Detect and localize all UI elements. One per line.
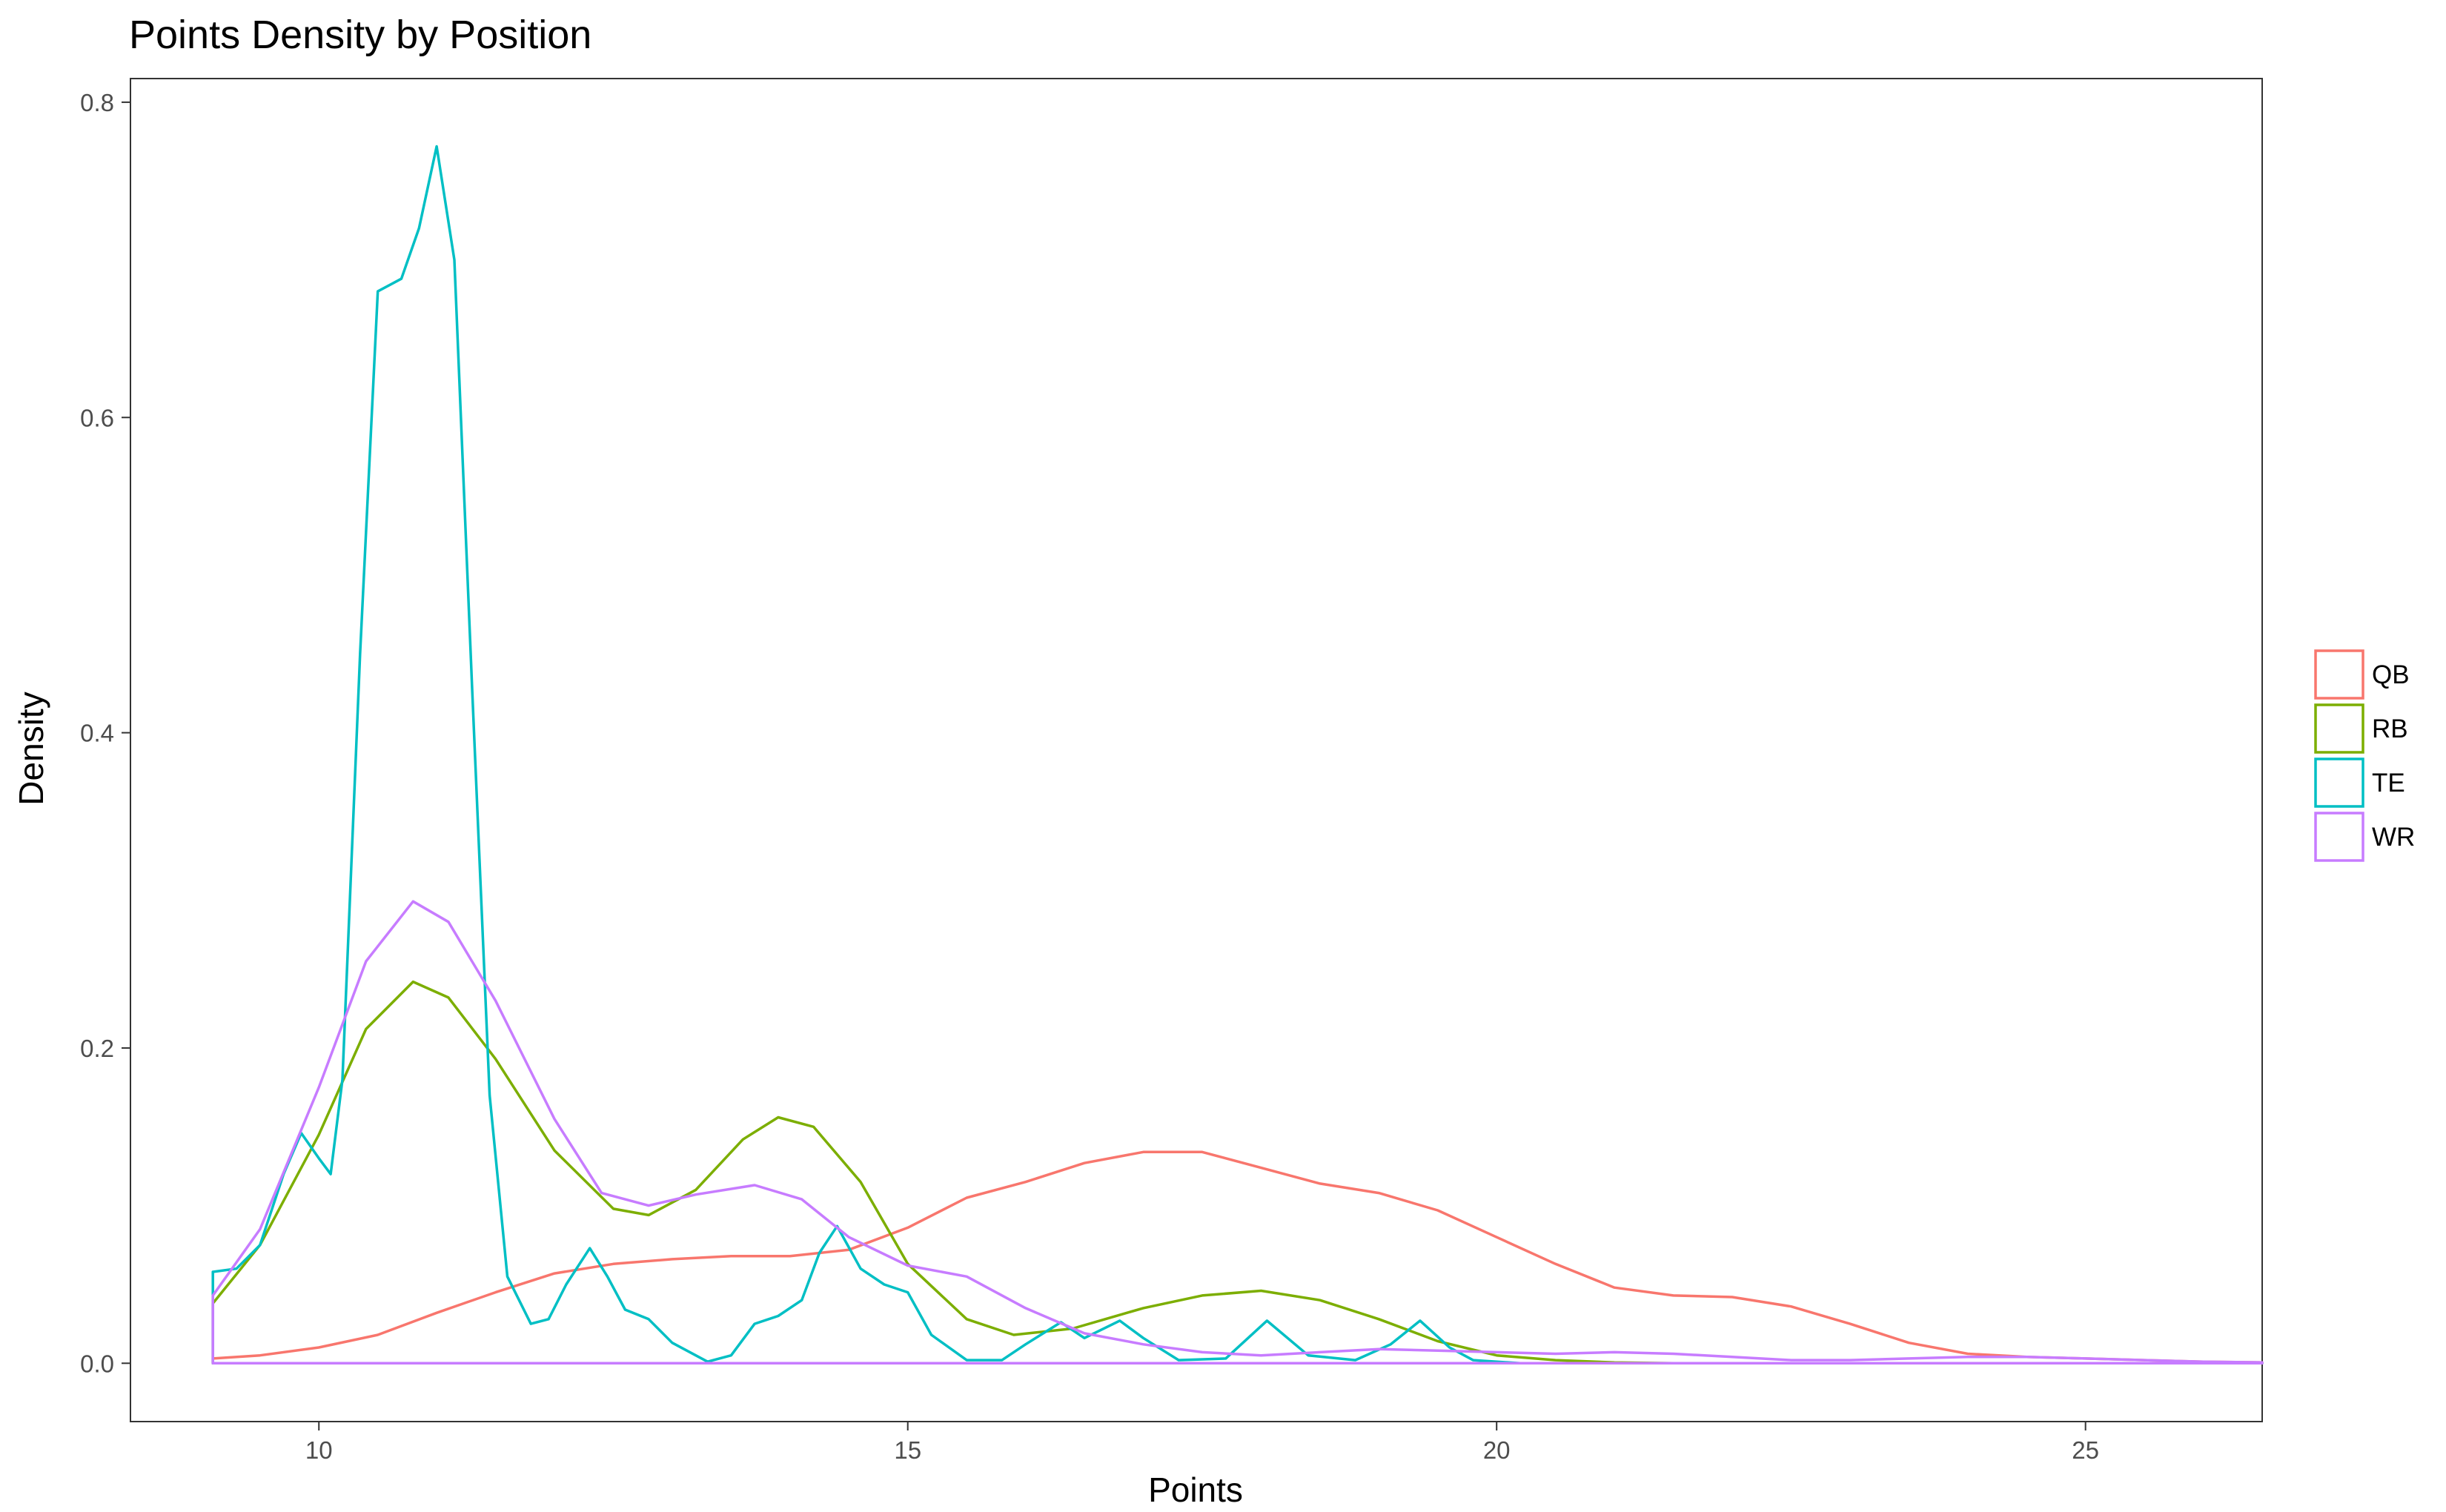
y-tick-label: 0.8 bbox=[80, 89, 114, 116]
legend-key-qb bbox=[2314, 649, 2364, 700]
x-tick-label: 20 bbox=[1483, 1436, 1511, 1464]
legend-key-rb bbox=[2314, 703, 2364, 754]
x-axis: 10 15 20 25 bbox=[305, 1422, 2099, 1464]
y-tick-label: 0.2 bbox=[80, 1035, 114, 1062]
series-line-wr bbox=[211, 900, 2264, 1365]
series-layer bbox=[211, 145, 2264, 1365]
legend: QB RB TE WR bbox=[2314, 649, 2415, 862]
y-tick-label: 0.0 bbox=[80, 1350, 114, 1377]
legend-key-wr bbox=[2314, 812, 2364, 862]
legend-key-te bbox=[2314, 757, 2364, 808]
y-tick-label: 0.6 bbox=[80, 404, 114, 431]
y-tick-label: 0.4 bbox=[80, 720, 114, 747]
legend-label-te: TE bbox=[2372, 769, 2405, 798]
series-line-rb bbox=[211, 980, 1675, 1365]
x-tick-label: 25 bbox=[2072, 1436, 2099, 1464]
legend-label-wr: WR bbox=[2372, 823, 2415, 852]
x-tick-label: 15 bbox=[894, 1436, 921, 1464]
series-line-te bbox=[211, 145, 2264, 1365]
legend-label-rb: RB bbox=[2372, 714, 2408, 743]
y-axis-label: Density bbox=[12, 692, 50, 805]
chart-title: Points Density by Position bbox=[129, 13, 591, 57]
x-axis-label: Points bbox=[1148, 1470, 1243, 1509]
y-axis: 0.0 0.2 0.4 0.6 0.8 bbox=[80, 89, 130, 1377]
panel-border bbox=[130, 78, 2263, 1422]
x-tick-label: 10 bbox=[305, 1436, 333, 1464]
legend-label-qb: QB bbox=[2372, 660, 2410, 689]
plot-area bbox=[130, 78, 2264, 1422]
